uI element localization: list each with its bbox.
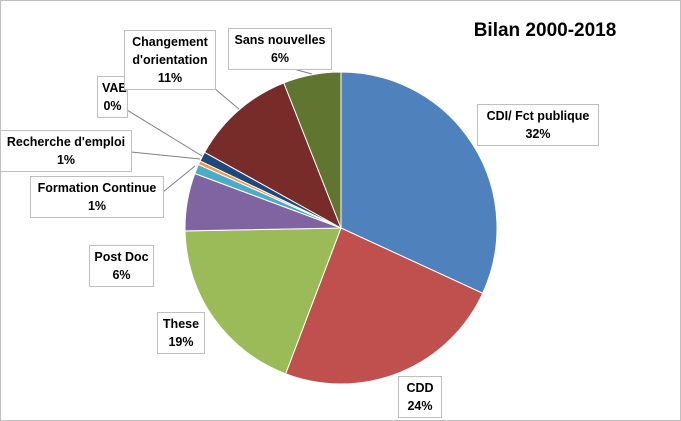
data-label: CDD 24% <box>398 376 442 418</box>
pie-slice <box>184 227 342 375</box>
leader-line <box>162 165 196 193</box>
data-label: Sans nouvelles 6% <box>228 28 332 70</box>
category-name: CDD <box>406 381 434 395</box>
chart-title: Bilan 2000-2018 <box>473 20 617 41</box>
pie-slice <box>203 82 342 230</box>
pie-slice <box>283 71 342 229</box>
data-label: Formation Continue 1% <box>30 176 164 218</box>
data-label: VAE 0% <box>97 76 128 118</box>
value-label: 24% <box>407 399 433 413</box>
category-name: VAE <box>102 81 127 95</box>
pie-slice <box>284 227 484 385</box>
category-name: These <box>162 317 200 331</box>
category-name: Post Doc <box>94 250 149 264</box>
value-label: 11% <box>157 71 183 85</box>
value-label: 1% <box>87 199 107 213</box>
leader-lines <box>126 67 313 193</box>
category-name: CDI/ Fct publique <box>486 109 590 123</box>
category-name: Formation Continue <box>37 181 157 195</box>
category-name: Recherche d'emploi <box>6 135 126 149</box>
data-label: Recherche d'emploi 1% <box>0 130 132 172</box>
data-label: Post Doc 6% <box>89 245 154 287</box>
data-label: Changement d'orientation 11% <box>124 30 216 90</box>
category-name: Changement d'orientation <box>132 35 208 67</box>
value-label: 0% <box>103 99 122 113</box>
value-label: 6% <box>112 268 131 282</box>
value-label: 6% <box>270 51 290 65</box>
value-label: 1% <box>56 153 76 167</box>
leader-line <box>213 87 241 111</box>
value-label: 32% <box>525 127 551 141</box>
slices <box>184 71 498 385</box>
value-label: 19% <box>168 335 194 349</box>
pie-slice <box>340 71 498 294</box>
category-name: Sans nouvelles <box>234 33 326 47</box>
data-label: These 19% <box>157 312 205 354</box>
leader-line <box>126 109 203 157</box>
data-label: CDI/ Fct publique 32% <box>477 104 599 146</box>
leader-line <box>130 151 201 160</box>
